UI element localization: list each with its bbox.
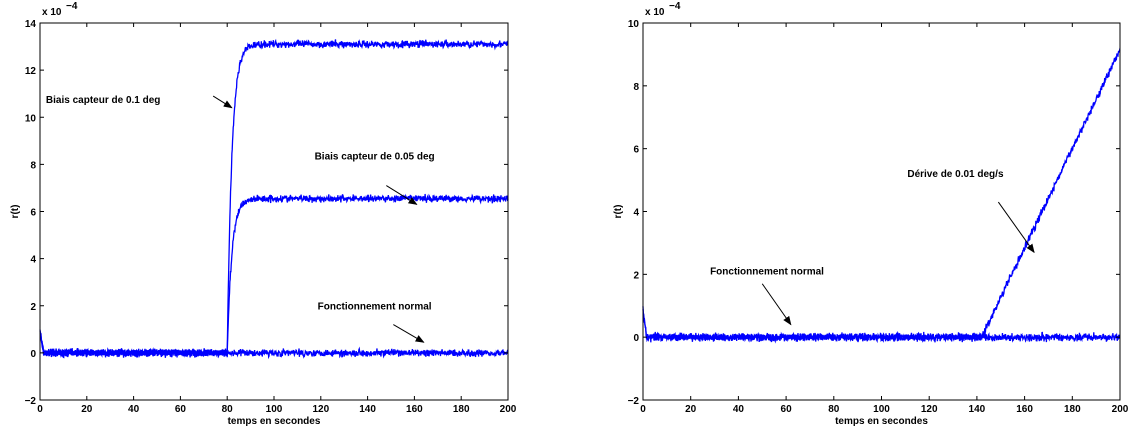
left-x-tick-label-0: 0 [37,404,43,415]
right-y-tick-label-1: 0 [633,333,639,344]
right-y-tick-label-2: 2 [633,270,639,281]
right-y-tick-label-6: 10 [628,19,640,30]
right-x-tick-label-4: 80 [828,404,840,415]
right-x-tick-label-2: 40 [733,404,745,415]
left-x-tick-label-4: 80 [222,404,234,415]
left-y-tick-label-4: 6 [30,208,36,219]
left-series-line-3 [39,330,509,360]
left-y-tick-label-6: 10 [25,113,37,124]
left-annotation-arrow-1 [212,95,233,109]
left-y-tick-label-0: −2 [25,396,37,407]
right-axes-box [642,22,1121,401]
left-y-tick-label-1: 0 [30,349,36,360]
right-x-tick-label-3: 60 [781,404,793,415]
right-y-tick-label-4: 6 [633,145,639,156]
right-annotation-label-1: Dérive de 0.01 deg/s [907,169,1004,180]
left-x-tick-label-5: 100 [266,404,283,415]
left-annotation-arrow-3 [393,324,425,343]
left-y-tick-label-7: 12 [25,66,37,77]
left-annotation-label-1: Biais capteur de 0.1 deg [46,95,161,106]
right-annotation-arrow-1 [997,201,1035,254]
right-y-tick-label-5: 8 [633,82,639,93]
left-x-tick-label-1: 20 [81,404,93,415]
right-x-tick-label-7: 140 [969,404,986,415]
left-x-axis-label: temps en secondes [228,416,321,427]
right-x-tick-label-5: 100 [873,404,890,415]
right-series-line-2 [642,309,1121,344]
left-axes-box [39,22,509,401]
left-x-tick-label-2: 40 [128,404,140,415]
right-x-tick-label-6: 120 [921,404,938,415]
right-y-exponent-label: x 10 [645,7,665,18]
right-x-tick-label-10: 200 [1112,404,1129,415]
right-x-tick-label-8: 160 [1016,404,1033,415]
left-x-tick-label-10: 200 [500,404,517,415]
left-chart: 0 20 40 60 80 100 120 140 160 180 200−202468101214… [10,1,517,427]
left-annotation-label-3: Fonctionnement normal [318,301,432,312]
left-x-tick-label-3: 60 [175,404,187,415]
left-y-tick-label-3: 4 [30,255,36,266]
left-x-tick-label-9: 180 [453,404,470,415]
right-y-exponent-power: −4 [669,1,681,12]
left-x-tick-label-7: 140 [359,404,376,415]
right-annotation-label-2: Fonctionnement normal [710,266,824,277]
left-y-tick-label-2: 2 [30,302,36,313]
left-y-exponent-power: −4 [66,1,78,12]
left-series-line-2 [39,193,509,359]
right-x-tick-label-1: 20 [685,404,697,415]
right-y-tick-label-0: −2 [628,396,640,407]
left-x-tick-label-6: 120 [312,404,329,415]
left-x-tick-label-8: 160 [406,404,423,415]
left-annotation-label-2: Biais capteur de 0.05 deg [315,152,435,163]
right-x-tick-label-9: 180 [1064,404,1081,415]
right-y-axis-label: r(t) [613,205,624,219]
left-y-tick-label-8: 14 [25,19,37,30]
right-y-tick-label-3: 4 [633,208,639,219]
right-series-line-1 [642,47,1121,344]
left-y-exponent-label: x 10 [42,7,62,18]
right-x-tick-label-0: 0 [640,404,646,415]
left-y-tick-label-5: 8 [30,160,36,171]
right-x-axis-label: temps en secondes [835,416,928,427]
left-annotation-arrow-2 [386,185,418,205]
right-annotation-arrow-2 [761,283,792,326]
left-y-axis-label: r(t) [10,205,21,219]
